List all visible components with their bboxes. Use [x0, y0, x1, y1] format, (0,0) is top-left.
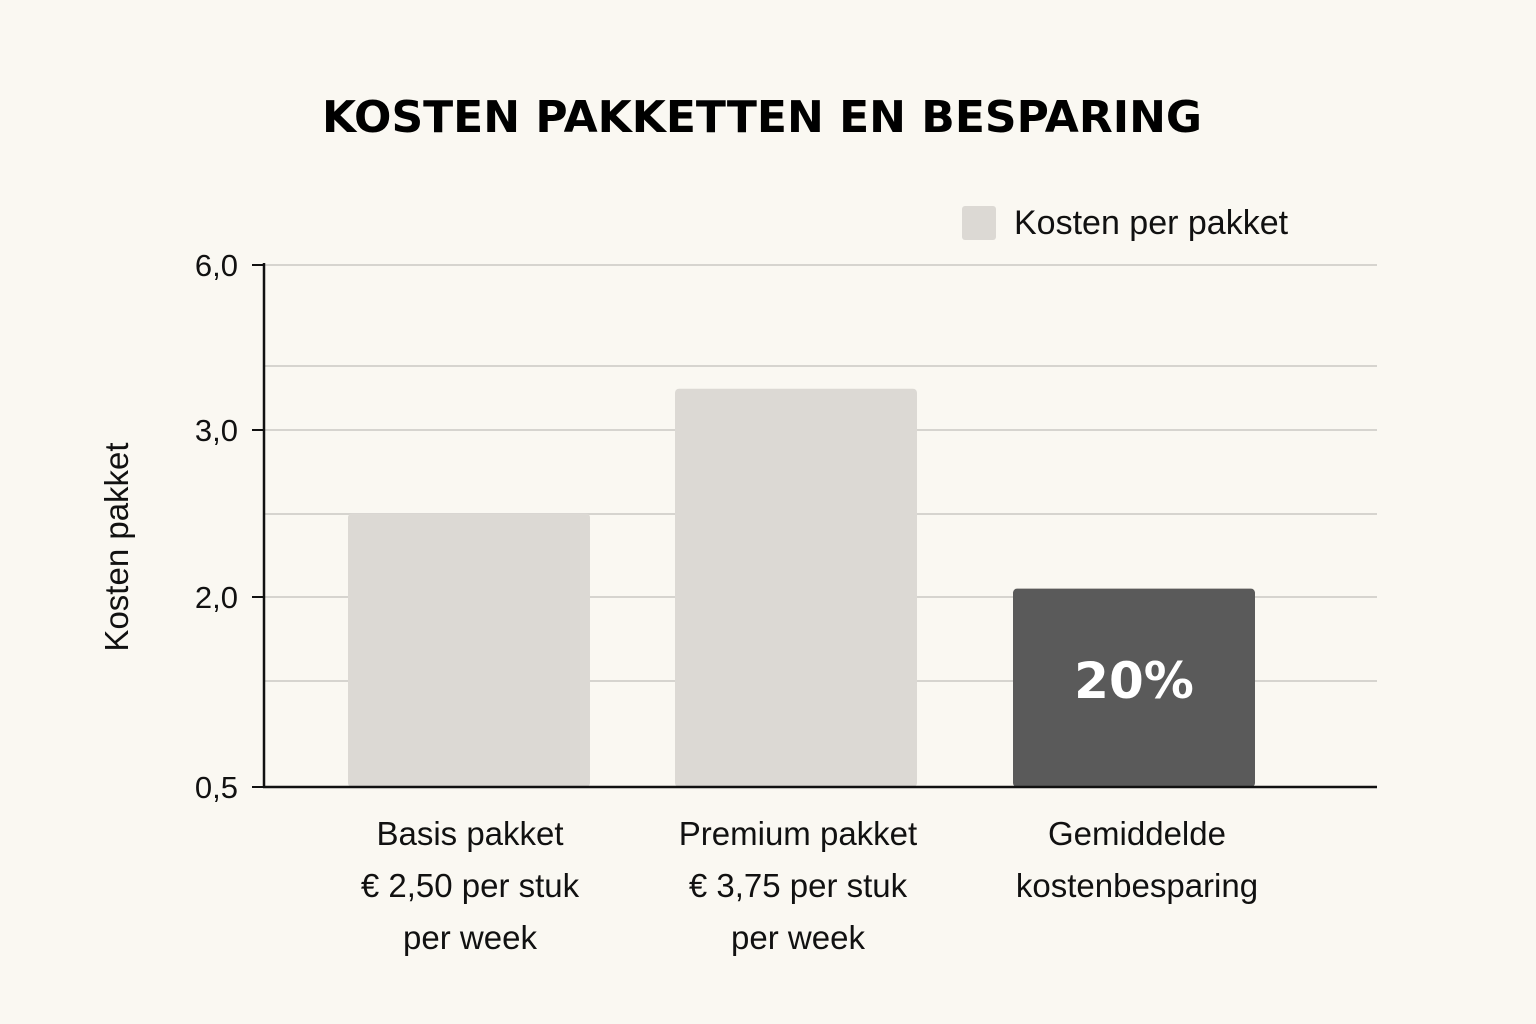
- bar: [675, 388, 917, 787]
- legend: Kosten per pakket: [962, 204, 1289, 242]
- x-categories: Basis pakket € 2,50 per stuk per week Premi…: [361, 815, 1258, 956]
- x-category-label: Premium pakket € 3,75 per stuk per week: [679, 815, 917, 956]
- x-category-label: Gemiddelde kostenbesparing: [1016, 815, 1258, 904]
- y-tick-label: 6,0: [195, 248, 238, 283]
- y-axis-label: Kosten pakket: [98, 442, 135, 651]
- y-tick-label: 0,5: [195, 770, 238, 805]
- bar: [348, 513, 590, 787]
- bar-data-label: 20%: [1074, 652, 1194, 710]
- y-tick-label: 2,0: [195, 580, 238, 615]
- chart-title: KOSTEN PAKKETTEN EN BESPARING: [322, 92, 1202, 143]
- y-ticks: 6,0 3,0 2,0 0,5: [195, 248, 264, 805]
- legend-swatch: [962, 206, 996, 240]
- bar: [1013, 588, 1255, 787]
- bars: 20%: [348, 388, 1255, 787]
- legend-label: Kosten per pakket: [1014, 204, 1289, 242]
- y-tick-label: 3,0: [195, 413, 238, 448]
- x-category-label: Basis pakket € 2,50 per stuk per week: [361, 815, 580, 956]
